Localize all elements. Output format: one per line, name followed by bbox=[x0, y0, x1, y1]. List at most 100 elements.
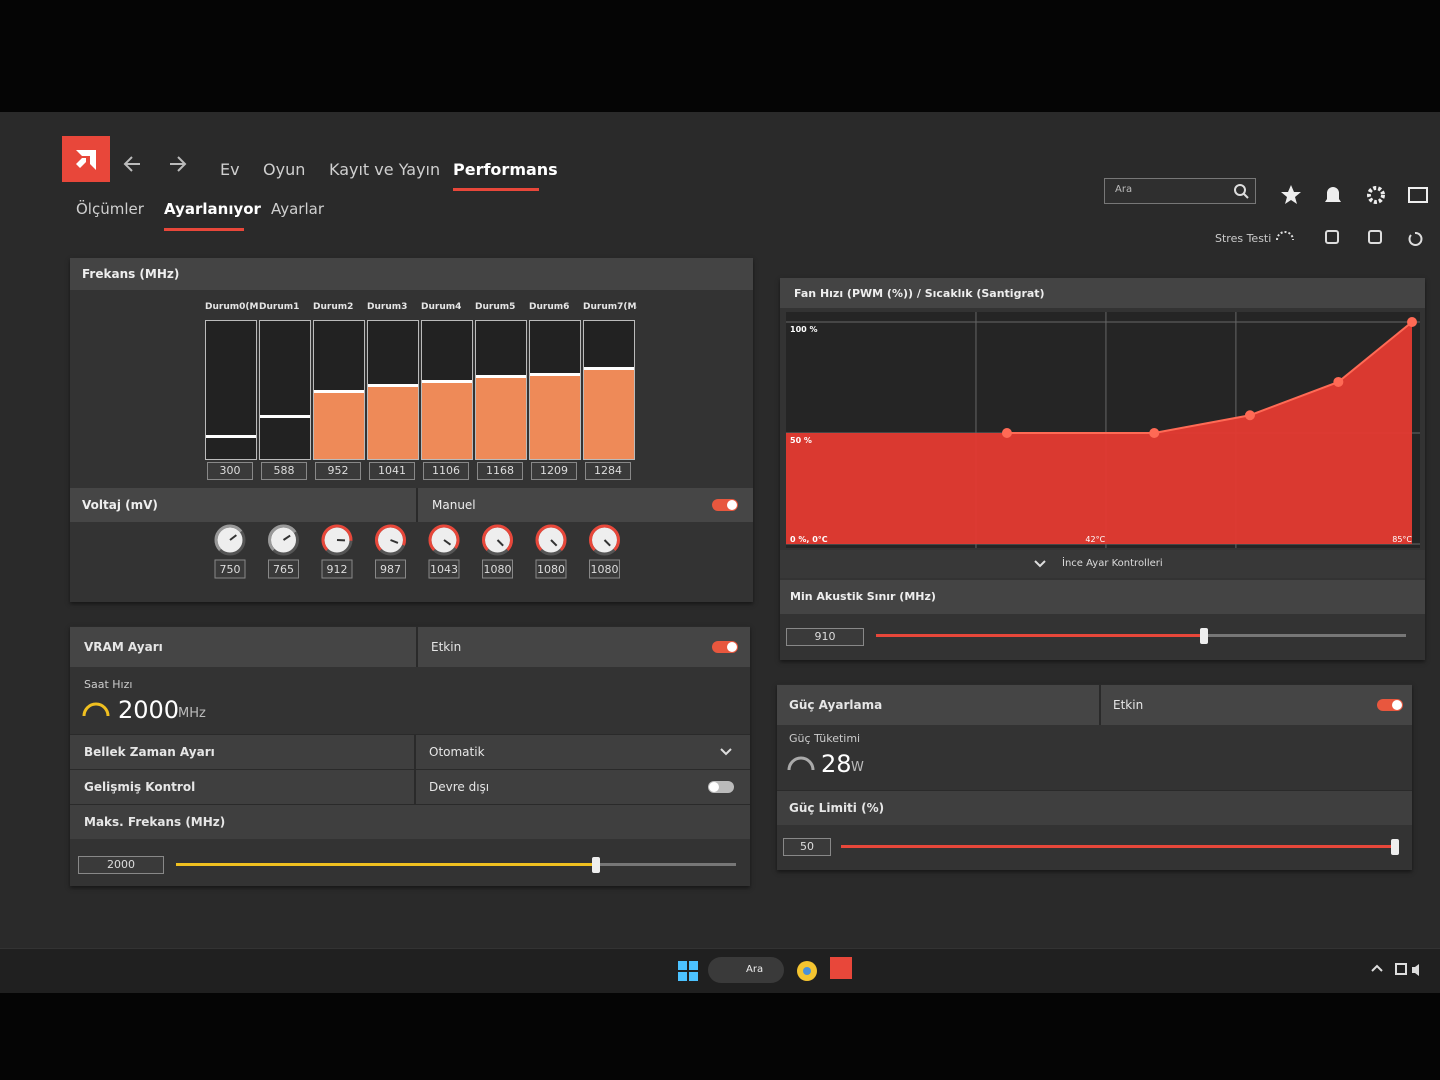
voltage-box bbox=[321, 559, 353, 579]
state-value[interactable]: 1041 bbox=[369, 462, 415, 480]
knob-arc bbox=[535, 524, 567, 551]
slider-thumb[interactable] bbox=[592, 857, 600, 873]
knob-arc bbox=[482, 524, 513, 551]
state-value[interactable]: 952 bbox=[315, 462, 361, 480]
voltage-box bbox=[482, 559, 513, 579]
chevron bbox=[1034, 560, 1046, 568]
state-value[interactable]: 588 bbox=[261, 462, 307, 480]
state-slider[interactable] bbox=[259, 320, 311, 460]
search-box[interactable]: Ara bbox=[1104, 178, 1256, 204]
memory-timing-value[interactable]: Otomatik bbox=[429, 745, 485, 759]
frequency-header: Frekans (MHz) bbox=[70, 258, 753, 290]
power-title: Güç Ayarlama bbox=[789, 698, 883, 712]
power-panel: Güç Ayarlama Etkin Güç Tüketimi 28 W Güç… bbox=[777, 684, 1412, 870]
slider-fill bbox=[176, 863, 596, 866]
stress-test[interactable]: Stres Testi bbox=[1215, 232, 1272, 245]
max-freq-title: Maks. Frekans (MHz) bbox=[84, 815, 226, 829]
fan-point[interactable] bbox=[1244, 410, 1255, 421]
start-button[interactable] bbox=[678, 961, 698, 981]
state-value[interactable]: 300 bbox=[207, 462, 253, 480]
nav-arrows[interactable] bbox=[122, 152, 202, 176]
x-tick-label: 42°C bbox=[1085, 535, 1105, 544]
state-fill bbox=[422, 379, 472, 459]
state-label: Durum3 bbox=[367, 302, 408, 312]
x-tick-label: 85°C bbox=[1392, 535, 1412, 544]
knob-needle bbox=[550, 539, 558, 547]
voltage-box bbox=[535, 559, 567, 579]
divider bbox=[414, 735, 416, 769]
state-slider[interactable] bbox=[367, 320, 419, 460]
clock-value: 2000 bbox=[118, 696, 180, 724]
search-icon bbox=[1234, 184, 1249, 199]
state-value[interactable]: 1284 bbox=[585, 462, 631, 480]
amd-logo[interactable] bbox=[62, 136, 110, 182]
toolbar-icons[interactable] bbox=[1280, 184, 1430, 206]
y-tick-label: 100 % bbox=[790, 325, 818, 334]
chrome-icon[interactable] bbox=[795, 959, 819, 983]
acoustic-header: Min Akustik Sınır (MHz) bbox=[780, 580, 1425, 614]
state-slider[interactable] bbox=[205, 320, 257, 460]
state-value[interactable]: 1209 bbox=[531, 462, 577, 480]
action-icons[interactable] bbox=[1275, 228, 1425, 248]
y-tick-label: 0 %, 0°C bbox=[790, 535, 828, 544]
state-label: Durum4 bbox=[421, 302, 462, 312]
logo-glyph bbox=[76, 150, 96, 170]
fan-curve-chart[interactable]: 0 %, 0°C 50 % 100 % 42°C 85°C bbox=[786, 312, 1420, 548]
power-toggle[interactable] bbox=[1377, 699, 1403, 711]
nav-tab[interactable]: Oyun bbox=[263, 160, 306, 179]
nav-tab[interactable]: Performans bbox=[453, 160, 558, 179]
app-window: Ev Oyun Kayıt ve Yayın Performans Ölçümler A… bbox=[0, 112, 1440, 993]
vram-state: Etkin bbox=[431, 640, 462, 654]
fan-point[interactable] bbox=[1407, 317, 1417, 327]
state-fill bbox=[206, 435, 256, 459]
max-freq-value[interactable]: 2000 bbox=[78, 856, 164, 874]
consumption-unit: W bbox=[851, 760, 864, 775]
state-value[interactable]: 1106 bbox=[423, 462, 469, 480]
knob-arc bbox=[321, 524, 353, 551]
slider-thumb[interactable] bbox=[1391, 839, 1399, 855]
clock-gauge bbox=[82, 702, 110, 717]
state-slider[interactable] bbox=[421, 320, 473, 460]
state-slider[interactable] bbox=[313, 320, 365, 460]
state-slider[interactable] bbox=[583, 320, 635, 460]
fan-point[interactable] bbox=[1333, 376, 1344, 387]
advanced-label: Gelişmiş Kontrol bbox=[84, 780, 196, 794]
voltage-value: 1043 bbox=[430, 563, 458, 576]
voltage-toggle[interactable] bbox=[712, 499, 738, 511]
tray-icons[interactable] bbox=[1370, 961, 1430, 979]
state-fill bbox=[260, 415, 310, 459]
knob-needle bbox=[229, 534, 237, 541]
fan-point[interactable] bbox=[1001, 428, 1012, 438]
fine-tune-bar[interactable]: İnce Ayar Kontrolleri bbox=[780, 550, 1425, 578]
knob-needle bbox=[390, 539, 399, 544]
voltage-title: Voltaj (mV) bbox=[82, 498, 158, 512]
state-fill bbox=[530, 372, 580, 459]
knob-arc bbox=[375, 524, 406, 551]
amd-taskbar-icon[interactable] bbox=[830, 957, 852, 979]
sub-tab[interactable]: Ayarlanıyor bbox=[164, 200, 261, 218]
divider bbox=[416, 627, 418, 667]
sub-tab[interactable]: Ölçümler bbox=[76, 200, 144, 218]
voltage-value: 987 bbox=[380, 563, 401, 576]
acoustic-value[interactable]: 910 bbox=[786, 628, 864, 646]
fan-point[interactable] bbox=[1149, 428, 1160, 438]
sub-tab[interactable]: Ayarlar bbox=[271, 200, 325, 218]
voltage-box bbox=[428, 559, 460, 579]
dropdown-chevron[interactable] bbox=[720, 747, 732, 757]
vram-toggle[interactable] bbox=[712, 641, 738, 653]
limit-value[interactable]: 50 bbox=[783, 838, 831, 856]
slider-thumb[interactable] bbox=[1200, 628, 1208, 644]
state-value[interactable]: 1168 bbox=[477, 462, 523, 480]
advanced-toggle[interactable] bbox=[708, 781, 734, 793]
nav-tab[interactable]: Ev bbox=[220, 160, 240, 179]
taskbar-search[interactable]: Ara bbox=[708, 957, 784, 983]
vram-header: VRAM Ayarı Etkin bbox=[70, 626, 750, 667]
power-state: Etkin bbox=[1113, 698, 1144, 712]
fan-header: Fan Hızı (PWM (%)) / Sıcaklık (Santigrat… bbox=[780, 278, 1425, 308]
state-slider[interactable] bbox=[475, 320, 527, 460]
state-slider[interactable] bbox=[529, 320, 581, 460]
nav-tab[interactable]: Kayıt ve Yayın bbox=[329, 160, 441, 179]
state-fill bbox=[314, 390, 364, 459]
divider bbox=[1099, 685, 1101, 725]
